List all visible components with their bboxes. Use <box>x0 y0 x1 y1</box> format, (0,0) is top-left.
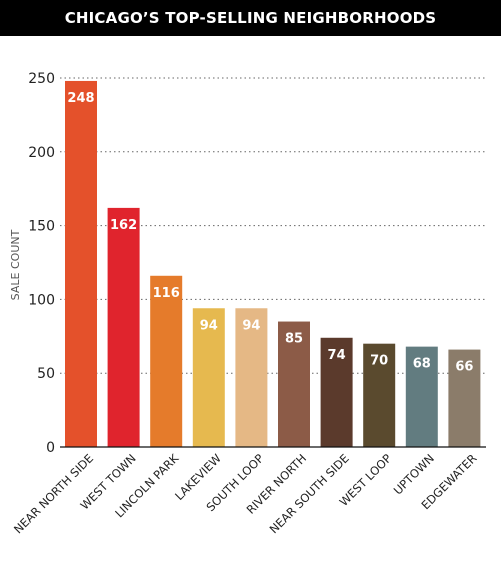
data-label: 74 <box>328 348 346 363</box>
bars <box>65 80 481 448</box>
bar-1 <box>107 207 140 447</box>
data-labels: 248 162 116 94 94 85 74 70 68 66 <box>67 91 473 375</box>
bar-6 <box>320 337 353 447</box>
data-label: 70 <box>370 354 388 369</box>
x-tick-label: NEAR SOUTH SIDE <box>267 451 352 536</box>
data-label: 94 <box>200 318 218 333</box>
data-label: 85 <box>285 332 303 347</box>
data-label: 162 <box>110 218 137 233</box>
y-axis-label: SALE COUNT <box>9 229 22 300</box>
y-tick-label: 50 <box>37 366 55 382</box>
x-tick-label: NEAR NORTH SIDE <box>11 451 96 536</box>
bar-3 <box>192 308 225 447</box>
data-label: 68 <box>413 357 431 372</box>
data-label: 116 <box>153 286 180 301</box>
y-tick-label: 0 <box>46 440 55 456</box>
bar-5 <box>278 321 310 447</box>
y-tick-labels: 0 50 100 150 200 250 <box>28 71 55 456</box>
gridlines <box>60 77 486 374</box>
y-tick-label: 250 <box>28 71 55 87</box>
bar-7 <box>363 343 396 447</box>
title-bar: CHICAGO’S TOP-SELLING NEIGHBORHOODS <box>0 0 501 36</box>
y-tick-label: 150 <box>28 219 55 235</box>
y-tick-label: 200 <box>28 145 55 161</box>
y-tick-label: 100 <box>28 292 55 308</box>
bar-9 <box>448 349 481 447</box>
data-label: 94 <box>242 318 260 333</box>
data-label: 248 <box>67 91 94 106</box>
bar-0 <box>65 80 97 448</box>
bar-2 <box>150 275 183 447</box>
bar-8 <box>405 346 438 447</box>
chart-title: CHICAGO’S TOP-SELLING NEIGHBORHOODS <box>64 9 437 27</box>
bar-4 <box>235 308 268 447</box>
data-label: 66 <box>455 360 473 375</box>
